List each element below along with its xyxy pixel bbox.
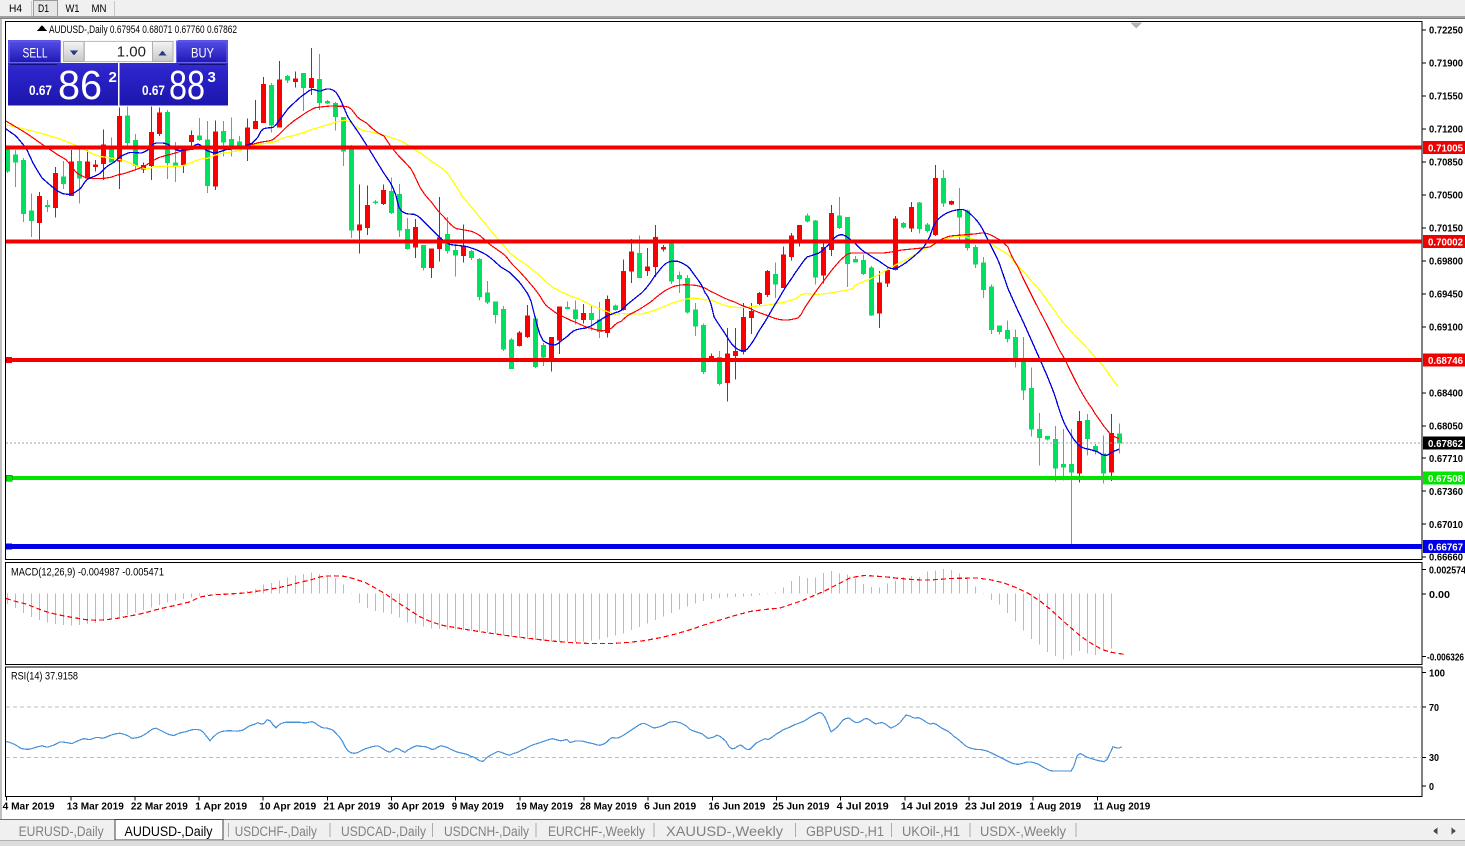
svg-text:1.00: 1.00 [117, 44, 146, 61]
svg-text:13 Mar 2019: 13 Mar 2019 [67, 802, 124, 813]
svg-text:0.72250: 0.72250 [1429, 26, 1463, 37]
svg-text:0.67: 0.67 [142, 82, 165, 98]
svg-text:AUDUSD-,Daily 0.67954 0.68071: AUDUSD-,Daily 0.67954 0.68071 0.67760 0.… [49, 24, 237, 36]
svg-text:4 Jul 2019: 4 Jul 2019 [837, 802, 889, 813]
svg-text:USDCHF-,Daily: USDCHF-,Daily [235, 824, 317, 839]
svg-text:0.67: 0.67 [29, 82, 52, 98]
svg-text:0.67862: 0.67862 [1428, 439, 1463, 450]
svg-text:0.66660: 0.66660 [1429, 553, 1463, 564]
svg-text:RSI(14) 37.9158: RSI(14) 37.9158 [11, 671, 78, 683]
svg-text:23 Jul 2019: 23 Jul 2019 [965, 802, 1022, 813]
svg-text:GBPUSD-,H1: GBPUSD-,H1 [806, 824, 884, 839]
svg-text:88: 88 [169, 62, 205, 108]
svg-text:W1: W1 [66, 3, 80, 15]
svg-text:2: 2 [109, 69, 117, 86]
svg-text:MN: MN [92, 3, 107, 15]
svg-text:28 May 2019: 28 May 2019 [580, 802, 637, 813]
svg-text:11 Aug 2019: 11 Aug 2019 [1093, 802, 1150, 813]
svg-text:D1: D1 [38, 3, 49, 15]
svg-text:BUY: BUY [191, 45, 215, 61]
svg-text:0.71200: 0.71200 [1429, 125, 1463, 136]
svg-text:0.002574: 0.002574 [1429, 565, 1465, 576]
svg-text:0.70150: 0.70150 [1429, 224, 1463, 235]
svg-text:10 Apr 2019: 10 Apr 2019 [259, 802, 316, 813]
svg-text:EURUSD-,Daily: EURUSD-,Daily [19, 824, 104, 839]
svg-text:0.70002: 0.70002 [1428, 237, 1463, 248]
svg-text:0.71005: 0.71005 [1428, 143, 1463, 154]
svg-text:1 Aug 2019: 1 Aug 2019 [1029, 802, 1081, 813]
svg-text:USDCAD-,Daily: USDCAD-,Daily [341, 824, 426, 839]
svg-text:9 May 2019: 9 May 2019 [452, 802, 504, 813]
svg-text:XAUUSD-,Weekly: XAUUSD-,Weekly [666, 824, 783, 839]
svg-text:0.71900: 0.71900 [1429, 59, 1463, 70]
svg-text:1 Apr 2019: 1 Apr 2019 [195, 802, 247, 813]
svg-text:30: 30 [1429, 753, 1439, 764]
svg-text:-0.006326: -0.006326 [1427, 652, 1464, 663]
svg-text:70: 70 [1429, 703, 1439, 714]
svg-text:0.67010: 0.67010 [1429, 520, 1463, 531]
svg-text:0.69800: 0.69800 [1429, 257, 1463, 268]
svg-text:0.68746: 0.68746 [1428, 356, 1463, 367]
svg-text:EURCHF-,Weekly: EURCHF-,Weekly [548, 824, 645, 839]
svg-text:0.00: 0.00 [1429, 590, 1450, 601]
svg-text:22 Mar 2019: 22 Mar 2019 [131, 802, 188, 813]
svg-text:19 May 2019: 19 May 2019 [516, 802, 573, 813]
svg-text:0.69100: 0.69100 [1429, 323, 1463, 334]
svg-text:UKOil-,H1: UKOil-,H1 [902, 824, 960, 839]
svg-text:0.69450: 0.69450 [1429, 290, 1463, 301]
svg-text:0.66767: 0.66767 [1428, 543, 1463, 554]
svg-text:0.70500: 0.70500 [1429, 191, 1463, 202]
svg-text:0.67508: 0.67508 [1428, 474, 1463, 485]
svg-text:0.67360: 0.67360 [1429, 487, 1463, 498]
svg-text:100: 100 [1429, 668, 1445, 679]
svg-text:0.70850: 0.70850 [1429, 158, 1463, 169]
svg-text:USDX-,Weekly: USDX-,Weekly [980, 824, 1066, 839]
svg-text:0.67710: 0.67710 [1429, 454, 1463, 465]
svg-text:0.71550: 0.71550 [1429, 92, 1463, 103]
svg-text:3: 3 [208, 69, 216, 86]
svg-text:16 Jun 2019: 16 Jun 2019 [708, 802, 765, 813]
svg-text:MACD(12,26,9) -0.004987 -0.005: MACD(12,26,9) -0.004987 -0.005471 [11, 567, 164, 579]
svg-text:25 Jun 2019: 25 Jun 2019 [773, 802, 830, 813]
svg-text:0.68050: 0.68050 [1429, 422, 1463, 433]
svg-text:SELL: SELL [23, 45, 48, 61]
svg-text:USDCNH-,Daily: USDCNH-,Daily [444, 824, 529, 839]
svg-text:4 Mar 2019: 4 Mar 2019 [3, 802, 55, 813]
svg-text:0: 0 [1429, 782, 1434, 793]
svg-text:21 Apr 2019: 21 Apr 2019 [323, 802, 380, 813]
svg-text:AUDUSD-,Daily: AUDUSD-,Daily [125, 824, 213, 839]
svg-text:86: 86 [58, 62, 102, 108]
svg-text:6 Jun 2019: 6 Jun 2019 [644, 802, 696, 813]
svg-text:H4: H4 [9, 3, 22, 15]
svg-text:14 Jul 2019: 14 Jul 2019 [901, 802, 958, 813]
svg-text:30 Apr 2019: 30 Apr 2019 [388, 802, 445, 813]
svg-text:0.68400: 0.68400 [1429, 389, 1463, 400]
